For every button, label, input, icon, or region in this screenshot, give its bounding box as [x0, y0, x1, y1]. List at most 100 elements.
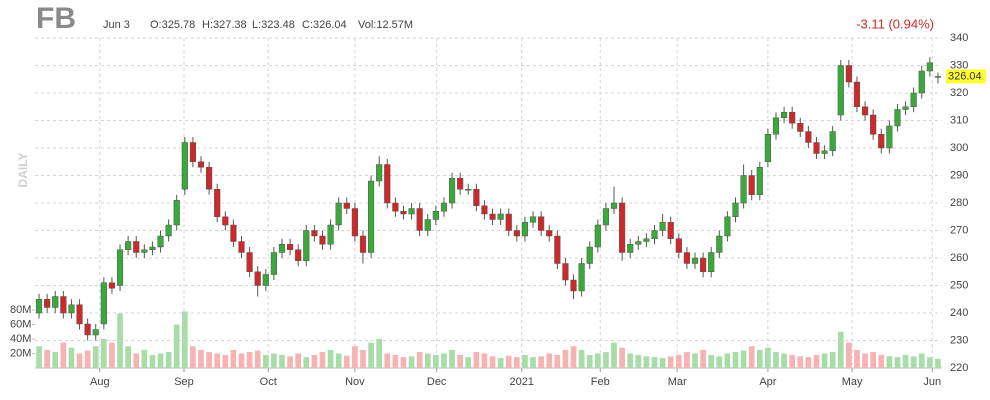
volume-bar	[311, 354, 318, 368]
candle-body	[254, 271, 261, 286]
volume-bar	[530, 357, 536, 368]
volume-bar	[594, 353, 601, 368]
candle-body	[125, 241, 132, 250]
candle-body	[230, 224, 237, 242]
volume-bar	[262, 354, 269, 368]
candle-body	[918, 70, 925, 94]
volume-bar	[214, 353, 221, 368]
candle-body	[529, 216, 537, 223]
volume-bar	[60, 342, 67, 368]
x-tick-label: Mar	[668, 376, 687, 388]
x-tick-label: May	[842, 376, 863, 388]
last-price-label: 326.04	[948, 70, 982, 82]
volume-bar	[343, 355, 350, 368]
volume-bar	[133, 353, 140, 368]
volume-bar	[708, 354, 715, 368]
candle-body	[173, 200, 180, 226]
candle-body	[683, 252, 690, 264]
candle-body	[586, 246, 593, 264]
candle-body	[440, 202, 448, 212]
volume-bar	[578, 349, 585, 368]
volume-bar	[886, 356, 893, 368]
candle-body	[659, 222, 666, 231]
volume-bar	[327, 349, 334, 368]
candle-body	[311, 230, 318, 237]
volume-bar	[497, 357, 504, 368]
candle-body	[222, 216, 229, 226]
volume-bar	[101, 338, 107, 368]
x-tick-label: Oct	[260, 376, 277, 388]
price-change: -3.11 (0.94%)	[856, 16, 934, 31]
candle-body	[546, 230, 553, 237]
volume-bar	[368, 342, 374, 368]
y-tick-label: 290	[950, 169, 968, 181]
candle-body	[60, 296, 67, 314]
volume-bar	[441, 353, 447, 368]
candle-body	[667, 222, 674, 239]
volume-bar	[68, 347, 75, 368]
candle-body	[651, 230, 658, 239]
volume-bar	[870, 352, 876, 368]
volume-bar	[700, 349, 706, 368]
volume-bar	[667, 356, 674, 368]
y-tick-label: 340	[950, 32, 968, 44]
volume-bar	[546, 353, 553, 368]
volume-bar	[141, 349, 148, 368]
candle-body	[554, 235, 561, 264]
candle-body	[359, 235, 367, 253]
candle-body	[813, 142, 820, 154]
candle-body	[910, 92, 917, 107]
candle-body	[886, 125, 893, 149]
x-tick-label: Aug	[90, 376, 110, 388]
volume-bar	[781, 353, 787, 368]
volume-bar	[392, 354, 399, 368]
candle-body	[116, 249, 124, 286]
candle-body	[627, 244, 634, 253]
candle-body	[562, 263, 569, 281]
volume-bar	[198, 349, 204, 368]
candle-body	[505, 213, 512, 231]
candle-body	[278, 244, 286, 253]
quote-date: Jun 3	[103, 19, 130, 31]
volume-bar	[910, 356, 917, 368]
candle-body	[764, 134, 771, 162]
candle-body	[408, 208, 415, 215]
candle-body	[35, 299, 43, 314]
candle-body	[805, 131, 812, 143]
candle-body	[789, 112, 796, 124]
candle-body	[594, 224, 601, 248]
candle-body	[878, 134, 885, 149]
quote-volume: Vol:12.57M	[358, 19, 413, 31]
x-tick-label: Apr	[759, 376, 776, 388]
volume-bar	[424, 353, 431, 368]
candle-body	[821, 150, 828, 154]
candle-body	[295, 249, 302, 261]
volume-bar	[173, 324, 180, 368]
candle-body	[165, 224, 172, 237]
candle-body	[700, 257, 707, 272]
volume-bar	[619, 347, 625, 368]
candle-body	[92, 329, 99, 336]
quote-low: L:323.48	[252, 19, 295, 31]
volume-bar	[797, 356, 804, 368]
candle-body	[141, 249, 148, 253]
candle-body	[238, 241, 245, 253]
volume-bar	[603, 352, 609, 368]
volume-bar	[894, 357, 901, 368]
volume-bar	[829, 352, 836, 368]
candle-body	[270, 252, 277, 275]
candle-body	[732, 202, 739, 217]
candle-body	[513, 230, 520, 237]
candle-body	[189, 142, 196, 162]
volume-bar	[724, 353, 731, 368]
y-tick-label: 300	[950, 142, 968, 154]
volume-bar	[821, 353, 828, 368]
volume-bar	[522, 354, 528, 368]
volume-bar	[319, 352, 326, 368]
candle-body	[416, 208, 423, 231]
volume-bar	[805, 357, 812, 368]
candle-body	[100, 282, 107, 325]
candle-body	[335, 202, 342, 226]
volume-bar	[384, 353, 391, 368]
